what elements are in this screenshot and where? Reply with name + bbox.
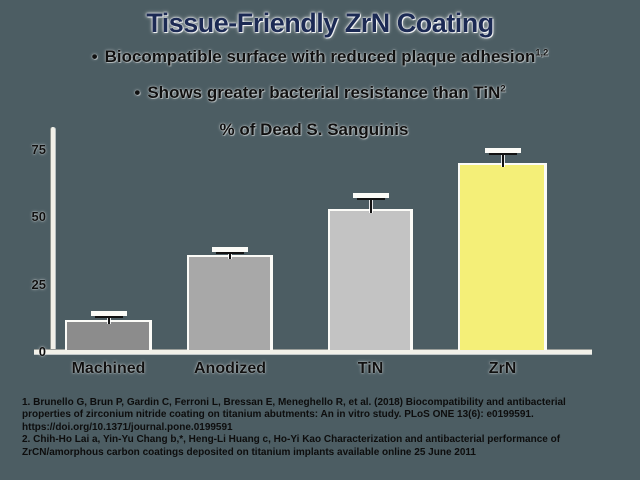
x-label-zrn: ZrN bbox=[488, 360, 517, 377]
bullet-item-1: • Biocompatible surface with reduced plaq… bbox=[0, 47, 640, 67]
error-bar-stem bbox=[369, 200, 372, 214]
bullet-text: Biocompatible surface with reduced plaqu… bbox=[104, 47, 536, 66]
error-bar-cap bbox=[216, 252, 244, 255]
bullet-superscript: 2 bbox=[500, 83, 506, 94]
bar-machined bbox=[65, 319, 152, 350]
footnote-line-1: 1. Brunello G, Brun P, Gardin C, Ferroni… bbox=[22, 397, 566, 408]
x-axis-line bbox=[34, 349, 592, 354]
error-bar-stem bbox=[501, 154, 504, 168]
error-bar-highlight bbox=[352, 193, 389, 199]
y-tick-50: 50 bbox=[31, 209, 46, 225]
y-tick-75: 75 bbox=[31, 142, 46, 157]
error-bar-highlight bbox=[484, 147, 521, 153]
footnote-line-2: properties of zirconium nitride coating … bbox=[22, 409, 534, 421]
bullet-text: Shows greater bacterial resistance than … bbox=[147, 83, 501, 102]
x-label-anodized: Anodized bbox=[194, 360, 266, 377]
error-bar-cap bbox=[488, 152, 517, 155]
bullet-dot: • bbox=[134, 83, 141, 102]
y-tick-0: 0 bbox=[38, 344, 46, 359]
bullet-superscript: 1,2 bbox=[535, 47, 549, 58]
error-bar-highlight bbox=[212, 247, 248, 253]
error-bar-highlight bbox=[90, 310, 127, 316]
bullet-item-2: • Shows greater bacterial resistance than… bbox=[0, 83, 640, 103]
bullet-dot: • bbox=[91, 47, 98, 66]
error-bar-cap bbox=[94, 315, 123, 318]
footnote-line-4: 2. Chih-Ho Lai a, Yin-Yu Chang b,*, Heng… bbox=[22, 434, 561, 446]
y-axis-line bbox=[50, 127, 55, 353]
error-bar-stem bbox=[107, 317, 110, 324]
footnote-line-3: https://doi.org/10.1371/journal.pone.019… bbox=[22, 421, 233, 433]
chart-title: % of Dead S. Sanguinis bbox=[219, 120, 409, 139]
error-bar-cap bbox=[356, 198, 385, 201]
error-bar-stem bbox=[229, 254, 231, 260]
page-title: Tissue-Friendly ZrN Coating bbox=[146, 8, 494, 38]
footnote-line-5: ZrCN/amorphous carbon coatings deposited… bbox=[22, 446, 476, 458]
footnotes: 1. Brunello G, Brun P, Gardin C, Ferroni… bbox=[22, 397, 628, 459]
bar-zrn bbox=[458, 163, 547, 350]
bar-anodized bbox=[187, 255, 273, 350]
x-label-tin: TiN bbox=[357, 360, 384, 377]
x-label-machined: Machined bbox=[71, 360, 146, 377]
bar-tin bbox=[328, 209, 413, 350]
y-tick-25: 25 bbox=[31, 276, 46, 292]
